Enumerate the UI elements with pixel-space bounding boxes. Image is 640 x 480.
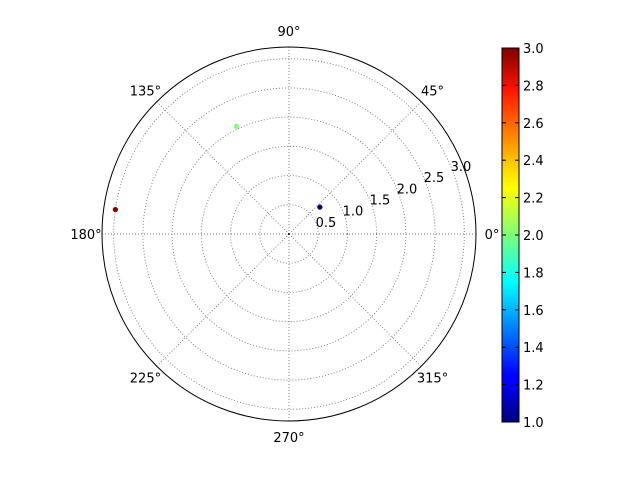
radial-gridline-4 — [142, 87, 436, 381]
angle-tick-label-90: 90° — [277, 25, 300, 40]
colorbar-tick-label-3: 1.6 — [523, 304, 544, 319]
radial-gridline-0 — [259, 204, 319, 264]
colorbar-tick-label-9: 2.8 — [523, 79, 544, 94]
radial-tick-label-5: 3.0 — [451, 160, 472, 175]
colorbar-tick-label-2: 1.4 — [523, 341, 544, 356]
colorbar-tick-label-1: 1.2 — [523, 379, 544, 394]
angle-tick-labels: 0° 45° 90° 135° 180° 225° 270° 315° — [70, 25, 499, 446]
radial-gridline-3 — [171, 116, 407, 352]
data-points — [112, 123, 323, 235]
angular-gridline-3 — [156, 101, 290, 235]
colorbar-tick-label-4: 1.8 — [523, 266, 544, 281]
angle-tick-label-0: 0° — [485, 228, 500, 243]
colorbar-tick-label-8: 2.6 — [523, 117, 544, 132]
angle-tick-label-225: 225° — [130, 372, 161, 387]
polar-origin — [288, 233, 290, 235]
angle-tick-label-315: 315° — [417, 372, 448, 387]
angle-tick-label-180: 180° — [70, 228, 101, 243]
angular-gridline-7 — [288, 233, 422, 367]
polar-frame — [101, 46, 477, 422]
colorbar: 1.0 1.2 1.4 1.6 1.8 2.0 2.2 2.4 2.6 2.8 3.0 — [501, 42, 544, 431]
radial-tick-label-0: 0.5 — [316, 216, 337, 231]
angle-tick-label-45: 45° — [421, 84, 444, 99]
radial-tick-labels: 0.5 1.0 1.5 2.0 2.5 3.0 — [316, 160, 472, 231]
colorbar-ticks: 1.0 1.2 1.4 1.6 1.8 2.0 2.2 2.4 2.6 2.8 3.0 — [502, 42, 544, 431]
radial-tick-label-4: 2.5 — [424, 171, 445, 186]
radial-tick-label-2: 1.5 — [370, 193, 391, 208]
colorbar-tick-label-6: 2.2 — [523, 192, 544, 207]
radial-tick-label-3: 2.0 — [397, 182, 418, 197]
polar-grid — [101, 46, 477, 422]
colorbar-tick-label-0: 1.0 — [523, 416, 544, 431]
colorbar-tick-label-10: 3.0 — [523, 42, 544, 57]
radial-gridline-5 — [113, 58, 465, 410]
colorbar-tick-label-7: 2.4 — [523, 154, 544, 169]
data-point-0 — [317, 204, 323, 210]
angular-gridline-1 — [288, 101, 422, 235]
radial-tick-label-1: 1.0 — [343, 205, 364, 220]
angle-tick-label-135: 135° — [130, 84, 161, 99]
data-point-1 — [233, 123, 240, 129]
radial-gridline-1 — [230, 175, 348, 293]
angular-gridline-5 — [156, 233, 290, 367]
data-point-2 — [112, 206, 119, 213]
angle-tick-label-270: 270° — [273, 431, 304, 446]
colorbar-tick-label-5: 2.0 — [523, 229, 544, 244]
